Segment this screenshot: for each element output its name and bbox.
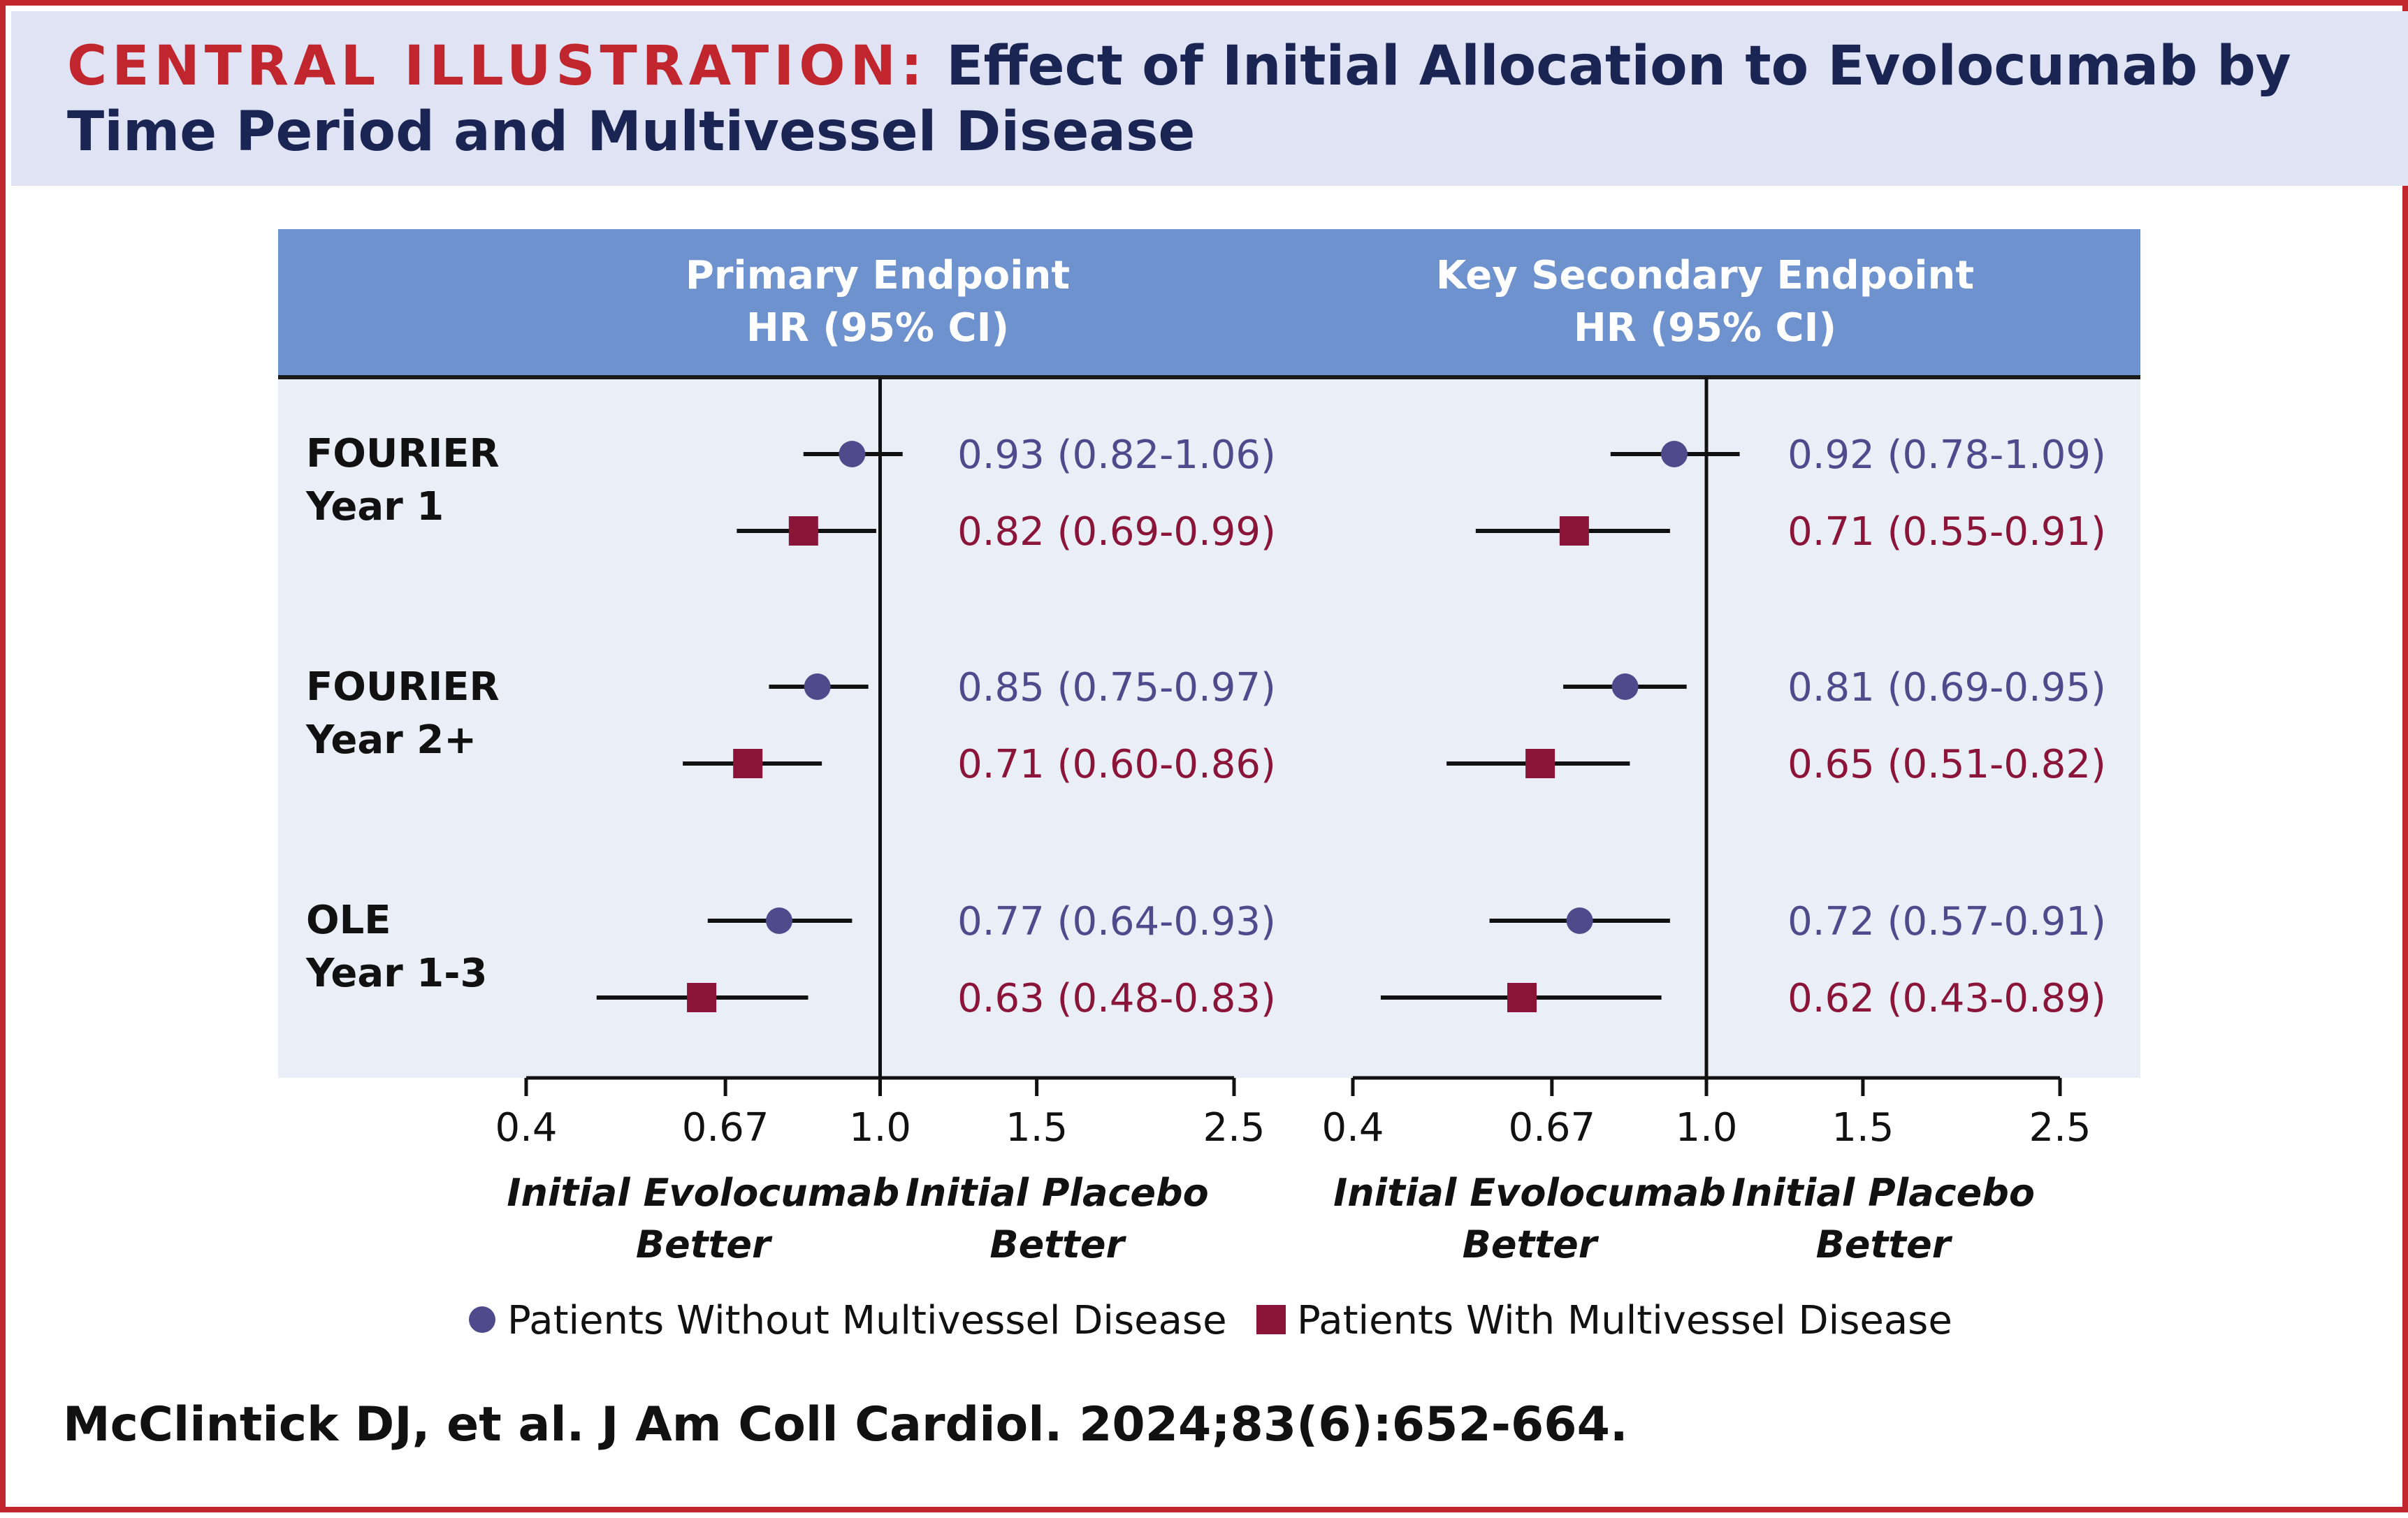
hr-ci-label: 0.62 (0.43-0.89) xyxy=(1787,976,2106,1021)
row-group-label: FOURIER xyxy=(306,431,500,476)
central-illustration-label: CENTRAL ILLUSTRATION: xyxy=(67,35,928,98)
better-left-label: Better xyxy=(1463,1223,1600,1267)
hr-point-circle xyxy=(839,441,866,467)
hr-ci-label: 0.71 (0.60-0.86) xyxy=(957,742,1276,787)
x-tick-label: 2.5 xyxy=(2029,1105,2091,1151)
legend-label-no-mvd: Patients Without Multivessel Disease xyxy=(507,1298,1227,1343)
x-tick-label: 2.5 xyxy=(1203,1105,1265,1151)
x-tick-label: 1.5 xyxy=(1832,1105,1894,1151)
x-tick-label: 0.67 xyxy=(682,1105,769,1151)
x-tick-label: 1.5 xyxy=(1006,1105,1068,1151)
legend-circle-marker xyxy=(469,1306,495,1333)
legend-label-mvd: Patients With Multivessel Disease xyxy=(1297,1298,1952,1343)
better-right-label: Better xyxy=(1816,1223,1953,1267)
row-group-sublabel: Year 2+ xyxy=(305,717,477,763)
panel-title: Key Secondary Endpoint xyxy=(1436,253,1974,298)
row-group-label: FOURIER xyxy=(306,664,500,710)
better-left-label: Better xyxy=(636,1223,773,1267)
hr-ci-label: 0.92 (0.78-1.09) xyxy=(1787,432,2106,478)
hr-point-circle xyxy=(1611,673,1639,700)
legend-square-marker xyxy=(1256,1305,1286,1334)
row-group-sublabel: Year 1 xyxy=(305,484,444,530)
better-right-label: Initial Placebo xyxy=(906,1171,1209,1215)
hr-ci-label: 0.71 (0.55-0.91) xyxy=(1787,509,2106,555)
x-tick-label: 1.0 xyxy=(849,1105,911,1151)
hr-ci-label: 0.82 (0.69-0.99) xyxy=(957,509,1276,555)
row-group-sublabel: Year 1-3 xyxy=(305,951,487,996)
row-group-label: OLE xyxy=(306,898,391,943)
x-tick-label: 1.0 xyxy=(1675,1105,1737,1151)
hr-ci-label: 0.63 (0.48-0.83) xyxy=(957,976,1276,1021)
figure-title: Effect of Initial Allocation to Evolocum… xyxy=(67,35,2291,163)
panel-header-bg xyxy=(278,229,2140,377)
forest-plot: FOURIER Year 1 FOURIER Year 2+ OLE Year 1-3 Pr… xyxy=(278,229,2140,1343)
hr-point-square xyxy=(1559,516,1589,546)
x-tick-label: 0.67 xyxy=(1509,1105,1596,1151)
better-left-label: Initial Evolocumab xyxy=(1333,1171,1726,1215)
hr-point-circle xyxy=(766,907,793,934)
hr-point-square xyxy=(1507,983,1537,1012)
panel-subtitle: HR (95% CI) xyxy=(746,305,1009,351)
x-tick-label: 0.4 xyxy=(1321,1105,1384,1151)
banner-title: CENTRAL ILLUSTRATION: Effect of Initial … xyxy=(67,34,2373,165)
x-tick-label: 0.4 xyxy=(495,1105,557,1151)
hr-point-square xyxy=(733,749,763,778)
better-left-label: Initial Evolocumab xyxy=(507,1171,899,1215)
hr-point-circle xyxy=(1566,907,1593,934)
panel-title: Primary Endpoint xyxy=(686,253,1070,298)
hr-point-square xyxy=(687,983,717,1012)
hr-point-square xyxy=(788,516,818,546)
better-right-label: Initial Placebo xyxy=(1732,1171,2035,1215)
panel-subtitle: HR (95% CI) xyxy=(1574,305,1836,351)
better-right-label: Better xyxy=(989,1223,1126,1267)
hr-ci-label: 0.77 (0.64-0.93) xyxy=(957,899,1276,944)
title-banner: CENTRAL ILLUSTRATION: Effect of Initial … xyxy=(11,11,2408,186)
panel-body-bg xyxy=(278,377,2140,1078)
hr-point-circle xyxy=(1660,441,1688,467)
hr-point-circle xyxy=(804,673,831,700)
hr-ci-label: 0.93 (0.82-1.06) xyxy=(957,432,1276,478)
hr-ci-label: 0.81 (0.69-0.95) xyxy=(1787,665,2106,710)
hr-ci-label: 0.65 (0.51-0.82) xyxy=(1787,742,2106,787)
hr-ci-label: 0.72 (0.57-0.91) xyxy=(1787,899,2106,944)
hr-ci-label: 0.85 (0.75-0.97) xyxy=(957,665,1276,710)
citation: McClintick DJ, et al. J Am Coll Cardiol.… xyxy=(63,1397,1628,1452)
hr-point-square xyxy=(1525,749,1555,778)
